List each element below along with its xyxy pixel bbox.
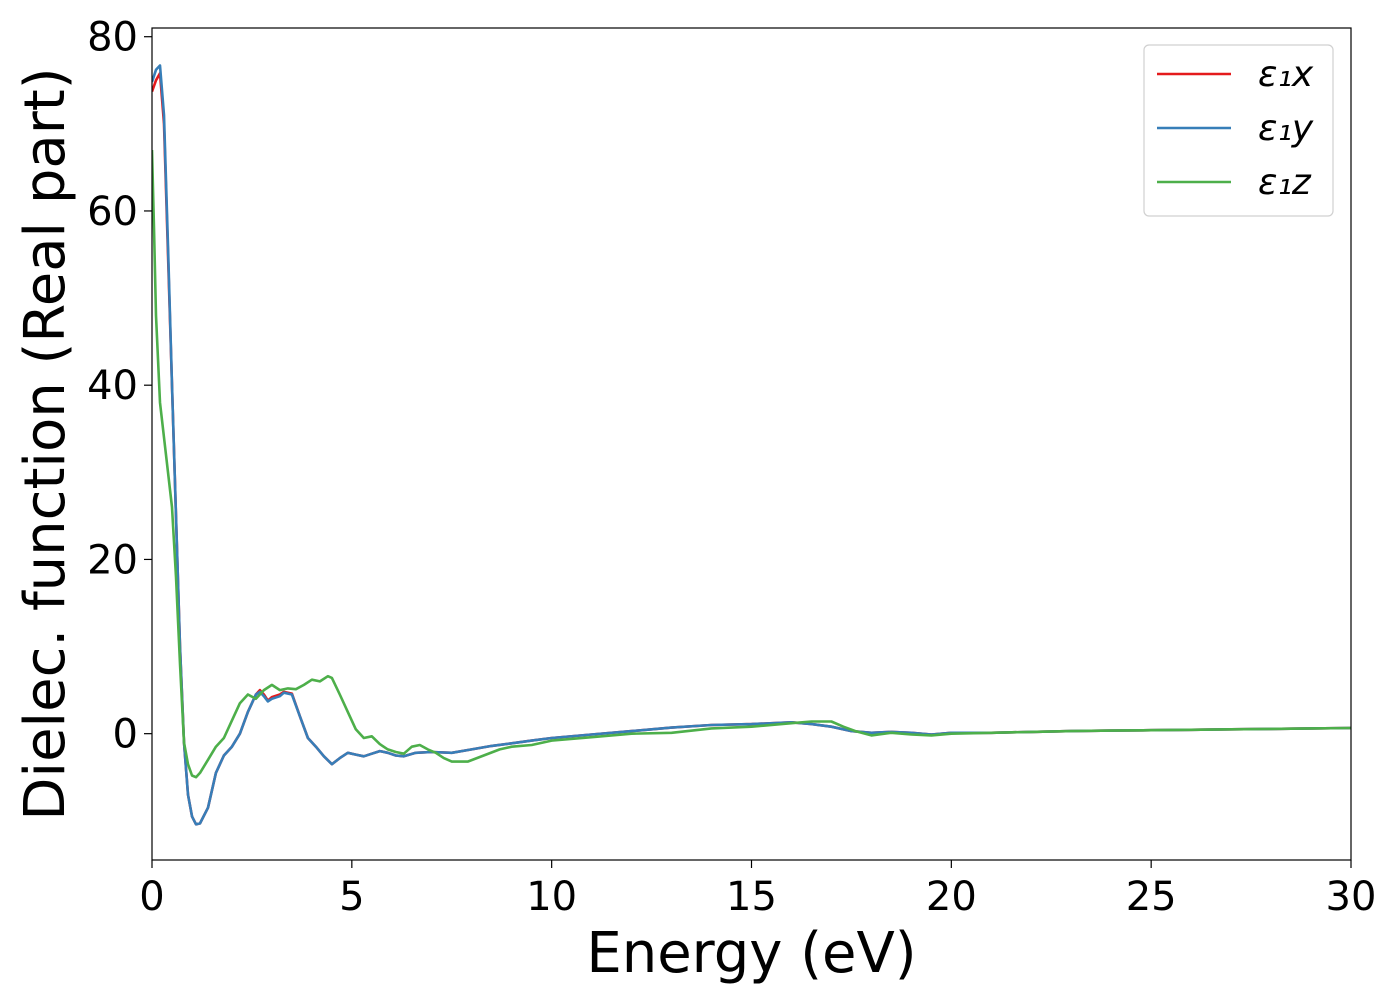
x-axis-title: Energy (eV) xyxy=(586,921,916,986)
y-tick-label: 20 xyxy=(87,537,138,583)
y-tick-label: 0 xyxy=(113,712,138,758)
x-axis-ticks: 0 5 10 15 20 25 30 xyxy=(139,860,1376,920)
x-tick-label: 20 xyxy=(926,874,977,920)
series-layer xyxy=(152,64,1351,826)
legend-box xyxy=(1143,44,1334,217)
x-tick-label: 5 xyxy=(339,874,364,920)
y-tick-label: 40 xyxy=(87,363,138,409)
y-axis-title: Dielec. function (Real part) xyxy=(13,67,78,820)
series-line-1 xyxy=(152,64,1351,826)
x-tick-label: 30 xyxy=(1326,874,1377,920)
legend-label-0: ε₁x xyxy=(1258,54,1314,95)
x-tick-label: 25 xyxy=(1126,874,1177,920)
y-tick-label: 80 xyxy=(87,15,138,61)
series-line-2 xyxy=(152,149,1351,779)
legend-label-2: ε₁z xyxy=(1258,162,1312,203)
x-tick-label: 0 xyxy=(139,874,164,920)
legend-label-1: ε₁y xyxy=(1258,108,1314,149)
y-axis-ticks: 0 20 40 60 80 xyxy=(87,15,152,758)
y-tick-label: 60 xyxy=(87,189,138,235)
legend: ε₁x ε₁y ε₁z xyxy=(1143,44,1334,217)
x-tick-label: 10 xyxy=(526,874,577,920)
x-tick-label: 15 xyxy=(726,874,777,920)
